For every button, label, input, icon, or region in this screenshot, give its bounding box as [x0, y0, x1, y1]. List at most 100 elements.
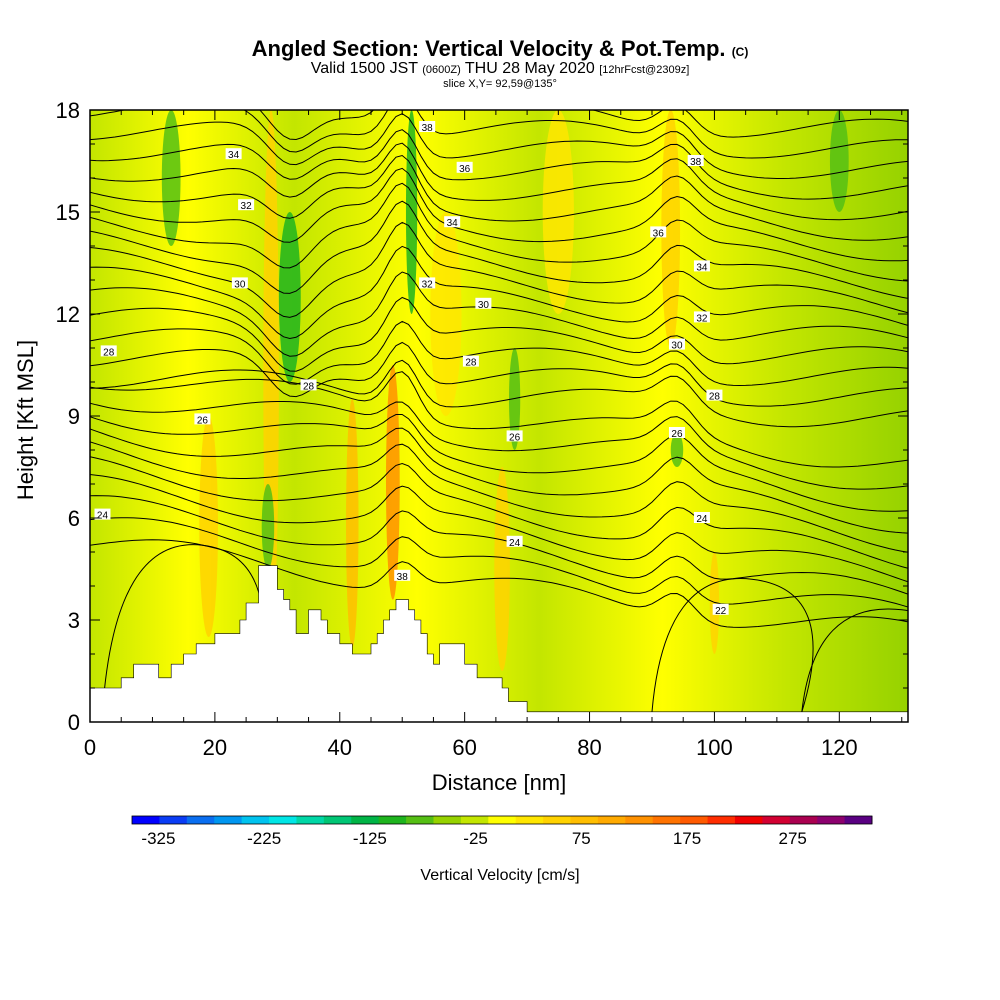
svg-text:24: 24	[696, 514, 708, 525]
svg-text:38: 38	[690, 157, 702, 168]
colorbar-label: Vertical Velocity [cm/s]	[420, 867, 579, 884]
colorbar-swatch	[515, 816, 544, 824]
isotherm-label: 32	[238, 199, 255, 212]
svg-text:28: 28	[303, 381, 315, 392]
isotherm-line	[90, 441, 908, 553]
isotherm-label: 26	[668, 427, 685, 440]
svg-text:24: 24	[97, 511, 109, 522]
colorbar-swatch	[817, 816, 846, 824]
velocity-band	[261, 484, 275, 569]
isotherm-label: 28	[100, 345, 117, 358]
svg-text:38: 38	[422, 123, 434, 134]
svg-text:36: 36	[653, 228, 665, 239]
y-tick-label: 18	[56, 98, 80, 123]
colorbar-tick-label: -125	[353, 829, 387, 848]
isotherm-line	[90, 296, 908, 372]
isotherm-label: 24	[94, 508, 111, 522]
isotherm-label: 26	[506, 430, 523, 443]
svg-text:34: 34	[696, 262, 708, 273]
isotherm-label: 24	[693, 512, 710, 525]
isotherm-line	[90, 456, 908, 569]
isotherm-line	[259, 110, 908, 141]
colorbar-swatch	[214, 816, 243, 824]
x-axis-label: Distance [nm]	[432, 770, 567, 795]
isotherm-label: 32	[693, 311, 710, 324]
velocity-band	[199, 416, 219, 637]
x-tick-label: 20	[203, 735, 227, 760]
colorbar-tick-label: 175	[673, 829, 701, 848]
isotherm-label: 38	[394, 569, 411, 583]
chart-subtitle: Valid 1500 JST (0600Z) THU 28 May 2020 […	[310, 60, 690, 77]
colorbar-swatch	[296, 816, 325, 824]
colorbar-swatch	[241, 816, 270, 824]
isotherm-label: 34	[693, 260, 710, 273]
isotherm-label: 22	[712, 603, 729, 617]
svg-text:38: 38	[397, 572, 409, 583]
isotherm-label: 32	[419, 277, 436, 290]
svg-text:22: 22	[715, 606, 727, 617]
colorbar-swatch	[762, 816, 791, 824]
colorbar-swatch	[460, 816, 489, 824]
y-tick-label: 6	[68, 506, 80, 531]
colorbar-swatch	[488, 816, 517, 824]
isotherm-line	[90, 359, 908, 428]
svg-text:34: 34	[447, 218, 459, 229]
isotherm-label: 34	[444, 216, 461, 229]
svg-text:28: 28	[103, 347, 115, 358]
chart-title: Angled Section: Vertical Velocity & Pot.…	[251, 36, 749, 61]
colorbar-swatch	[159, 816, 188, 824]
isotherm-label: 30	[231, 277, 248, 290]
isotherm-label: 38	[419, 121, 436, 134]
isotherm-line	[90, 414, 908, 512]
y-tick-label: 12	[56, 302, 80, 327]
svg-text:36: 36	[459, 164, 471, 175]
isotherm-line	[90, 245, 908, 340]
svg-text:32: 32	[422, 279, 434, 290]
x-tick-label: 60	[452, 735, 476, 760]
isotherm-line	[90, 110, 908, 159]
y-tick-label: 0	[68, 710, 80, 735]
y-axis-label: Height [Kft MSL]	[13, 340, 38, 500]
isotherm-label: 36	[456, 161, 473, 175]
colorbar-swatch	[269, 816, 297, 824]
isotherm-label: 26	[194, 413, 211, 426]
colorbar-swatch	[789, 816, 818, 824]
colorbar-swatch	[543, 816, 572, 824]
x-tick-label: 40	[328, 735, 352, 760]
isotherm-line	[90, 167, 908, 262]
isotherm-label: 30	[668, 338, 685, 352]
isotherm-label: 28	[462, 355, 479, 369]
isotherm-line	[90, 427, 908, 534]
isotherm-label: 34	[225, 148, 242, 161]
svg-text:26: 26	[671, 429, 683, 440]
velocity-band	[278, 212, 301, 382]
x-tick-label: 0	[84, 735, 96, 760]
isotherm-line	[90, 142, 908, 221]
colorbar-swatch	[844, 816, 873, 824]
velocity-band	[494, 467, 510, 671]
velocity-band	[346, 398, 359, 648]
velocity-band	[430, 212, 462, 416]
colorbar-tick-label: -225	[247, 829, 281, 848]
plot-area: 22 24 24 24 26 26 26 28 28 28 28 30 30 30 32 32 32 34 34 34…	[90, 110, 908, 722]
colorbar-swatch	[652, 816, 681, 824]
velocity-band	[661, 110, 681, 348]
colorbar-swatch	[186, 816, 215, 824]
svg-text:30: 30	[478, 300, 490, 311]
svg-text:30: 30	[234, 279, 246, 290]
svg-text:32: 32	[241, 201, 253, 212]
colorbar-tick-label: -325	[141, 829, 175, 848]
velocity-band	[542, 110, 574, 314]
x-tick-label: 120	[821, 735, 858, 760]
colorbar-swatch	[597, 816, 626, 824]
isotherm-line	[90, 474, 908, 583]
y-tick-label: 15	[56, 200, 80, 225]
isotherm-label: 38	[687, 155, 704, 168]
slice-info: slice X,Y= 92,59@135°	[443, 78, 557, 90]
isotherm-line	[90, 320, 908, 387]
svg-text:28: 28	[465, 358, 477, 369]
isotherm-line	[90, 221, 908, 318]
isotherm-line	[90, 271, 908, 357]
y-tick-label: 9	[68, 404, 80, 429]
